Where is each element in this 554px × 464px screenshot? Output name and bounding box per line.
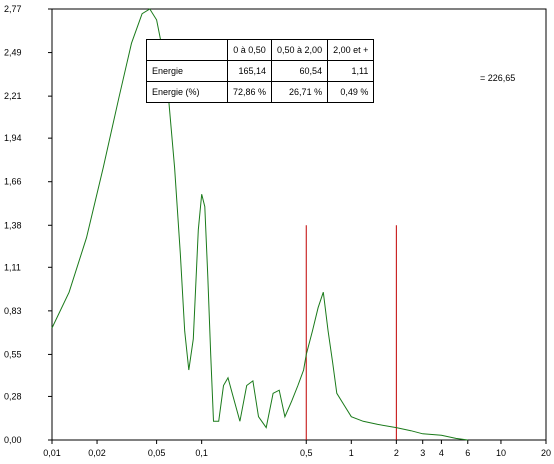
table-row: Energie 165,14 60,54 1,11	[146, 60, 375, 82]
table-corner-cell	[146, 39, 228, 61]
table-cell: 165,14	[226, 60, 273, 82]
x-tick-label: 6	[465, 448, 470, 458]
y-tick-label: 0,00	[4, 435, 22, 445]
table-row-label: Energie (%)	[146, 81, 228, 103]
table-row: Energie (%) 72,86 % 26,71 % 0,49 %	[146, 81, 375, 103]
x-tick-label: 10	[496, 448, 506, 458]
table-cell: 60,54	[271, 60, 329, 82]
table-cell: 0,49 %	[327, 81, 375, 103]
y-tick-label: 0,55	[4, 349, 22, 359]
table-cell: 72,86 %	[226, 81, 273, 103]
x-tick-label: 3	[420, 448, 425, 458]
y-tick-label: 1,11	[4, 262, 21, 272]
x-tick-label: 4	[439, 448, 444, 458]
y-tick-label: 0,83	[4, 306, 22, 316]
y-tick-label: 0,28	[4, 391, 22, 401]
table-cell: 26,71 %	[271, 81, 329, 103]
energy-total-label: = 226,65	[480, 73, 516, 83]
y-tick-label: 2,21	[4, 91, 22, 101]
y-tick-label: 1,66	[4, 177, 22, 187]
table-header-cell: 0,50 à 2,00	[271, 39, 329, 61]
y-axis-ticks: 0,00 0,28 0,55 0,83 1,11 1,38 1,66 1,94 2,21 2,49…	[4, 4, 52, 445]
x-tick-label: 0,02	[88, 448, 106, 458]
y-tick-label: 1,38	[4, 220, 22, 230]
table-cell: 1,11	[327, 60, 375, 82]
x-tick-label: 2	[394, 448, 399, 458]
plot-frame	[51, 8, 547, 441]
x-tick-label: 0,01	[43, 448, 61, 458]
y-tick-label: 1,94	[4, 133, 22, 143]
table-header-cell: 2,00 et +	[327, 39, 375, 61]
x-tick-label: 1	[349, 448, 354, 458]
y-tick-label: 2,77	[4, 4, 22, 14]
range-markers	[305, 225, 397, 440]
x-tick-label: 0,5	[300, 448, 313, 458]
table-header-cell: 0 à 0,50	[226, 39, 273, 61]
table-row-label: Energie	[146, 60, 228, 82]
x-tick-label: 0,05	[148, 448, 166, 458]
x-tick-label: 0,1	[195, 448, 208, 458]
y-tick-label: 2,49	[4, 48, 22, 58]
x-axis-ticks: 0,01 0,02 0,05 0,1 0,5 1 2 3 4 6 10 20	[43, 440, 551, 458]
table-header-row: 0 à 0,50 0,50 à 2,00 2,00 et +	[146, 39, 375, 61]
x-tick-label: 20	[541, 448, 551, 458]
energy-summary-table: 0 à 0,50 0,50 à 2,00 2,00 et + Energie 1…	[146, 39, 375, 103]
